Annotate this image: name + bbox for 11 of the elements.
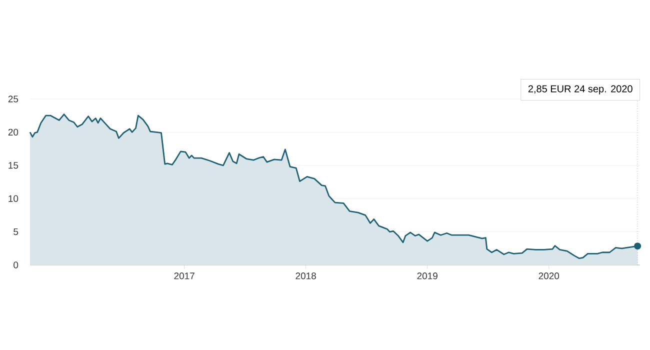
y-tick-label: 10 [8, 195, 18, 202]
x-tick-label: 2018 [296, 272, 316, 280]
text: 2,85 EUR 24 sep. 2020 [528, 85, 632, 94]
y-tick-label: 0 [14, 262, 18, 268]
y-tick-label: 25 [8, 96, 18, 102]
y-tick-label: 5 [14, 228, 18, 236]
x-tick-label: 2020 [538, 272, 560, 280]
y-tick-label: 20 [8, 128, 18, 136]
x-tick-label: 2017 [174, 272, 194, 280]
x-tick-label: 2019 [417, 272, 438, 280]
y-tick-label: 15 [8, 162, 18, 169]
